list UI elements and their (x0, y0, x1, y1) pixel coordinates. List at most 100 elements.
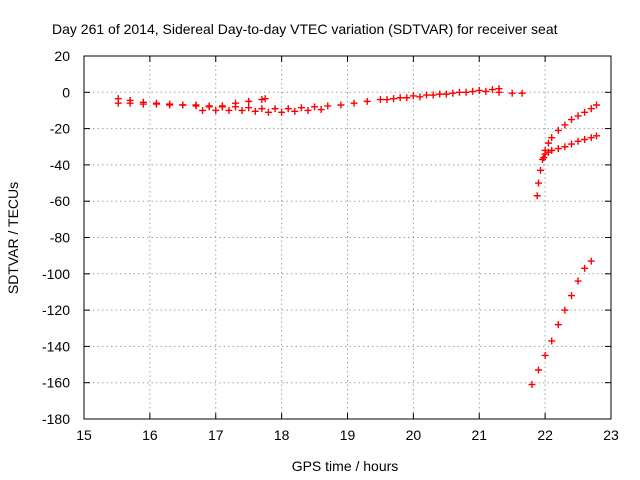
data-point (324, 102, 332, 110)
data-point (554, 145, 562, 153)
x-tick-label: 19 (340, 427, 356, 443)
data-point (442, 90, 450, 98)
data-point (455, 88, 463, 96)
data-series (114, 95, 269, 111)
x-tick-label: 16 (142, 427, 158, 443)
data-point (537, 166, 545, 174)
y-tick-label: 20 (54, 48, 70, 64)
data-point (271, 105, 279, 113)
data-point (258, 96, 266, 104)
data-point (544, 139, 552, 147)
y-tick-label: -60 (50, 193, 70, 209)
data-point (561, 121, 569, 129)
data-point (126, 96, 134, 104)
data-point (114, 95, 122, 103)
data-point (508, 89, 516, 97)
data-point (581, 108, 589, 116)
x-tick-label: 20 (406, 427, 422, 443)
data-point (261, 95, 269, 103)
data-point (535, 179, 543, 187)
data-point (205, 103, 213, 111)
x-axis-label: GPS time / hours (292, 458, 399, 474)
data-point (587, 257, 595, 265)
data-point (548, 337, 556, 345)
grid (84, 56, 611, 419)
data-point (297, 104, 305, 112)
data-point (179, 101, 187, 109)
data-point (574, 137, 582, 145)
data-point (390, 95, 398, 103)
data-point (581, 264, 589, 272)
data-point (436, 90, 444, 98)
data-point (238, 106, 246, 114)
data-point (245, 104, 253, 112)
data-point (278, 108, 286, 116)
data-point (429, 91, 437, 99)
data-point (533, 192, 541, 200)
y-tick-label: -140 (42, 338, 70, 354)
x-tick-label: 17 (208, 427, 224, 443)
data-point (554, 321, 562, 329)
data-point (192, 102, 200, 110)
data-series (533, 101, 601, 200)
data-point (251, 107, 259, 115)
data-point (587, 105, 595, 113)
data-point (166, 100, 174, 108)
plot-frame (83, 55, 612, 420)
data-point (567, 140, 575, 148)
x-tick-label: 22 (537, 427, 553, 443)
data-point (152, 99, 160, 107)
data-series (114, 87, 526, 113)
chart-title: Day 261 of 2014, Sidereal Day-to-day VTE… (52, 21, 558, 37)
x-tick-label: 15 (76, 427, 92, 443)
data-point (587, 134, 595, 142)
data-point (528, 381, 536, 389)
data-point (409, 92, 417, 100)
data-series (528, 257, 595, 389)
data-point (363, 97, 371, 105)
y-tick-label: -120 (42, 302, 70, 318)
data-point (567, 292, 575, 300)
data-point (482, 87, 490, 95)
data-point (541, 351, 549, 359)
data-point (488, 86, 496, 94)
data-point (548, 146, 556, 154)
data-point (469, 87, 477, 95)
data-point (199, 106, 207, 114)
data-series (540, 132, 601, 162)
data-point (317, 106, 325, 114)
y-tick-label: -40 (50, 157, 70, 173)
data-point (548, 134, 556, 142)
data-point (232, 99, 240, 107)
data-point (212, 106, 220, 114)
data-point (449, 89, 457, 97)
data-point (396, 94, 404, 102)
data-point (423, 91, 431, 99)
data-point (139, 98, 147, 106)
data-point (495, 85, 503, 93)
data-point (475, 86, 483, 94)
x-tick-label: 23 (603, 427, 619, 443)
y-tick-label: -80 (50, 230, 70, 246)
y-tick-label: -160 (42, 375, 70, 391)
x-tick-label: 18 (274, 427, 290, 443)
data-point (518, 89, 526, 97)
data-series (383, 85, 503, 104)
data-point (554, 126, 562, 134)
data-points (114, 85, 601, 389)
data-point (540, 154, 548, 162)
y-tick-label: 0 (62, 84, 70, 100)
data-point (291, 107, 299, 115)
y-tick-label: -20 (50, 121, 70, 137)
y-tick-label: -180 (42, 411, 70, 427)
data-point (350, 99, 358, 107)
data-point (462, 88, 470, 96)
axis-ticks: 15 16 17 18 19 20 21 22 23 20 0 -20 -40 -60 -80 -100 -12… (42, 48, 619, 443)
data-point (264, 108, 272, 116)
data-point (225, 106, 233, 114)
data-point (337, 101, 345, 109)
data-point (376, 96, 384, 104)
y-tick-label: -100 (42, 266, 70, 282)
y-axis-label: SDTVAR / TECUs (5, 182, 21, 294)
data-point (567, 116, 575, 124)
